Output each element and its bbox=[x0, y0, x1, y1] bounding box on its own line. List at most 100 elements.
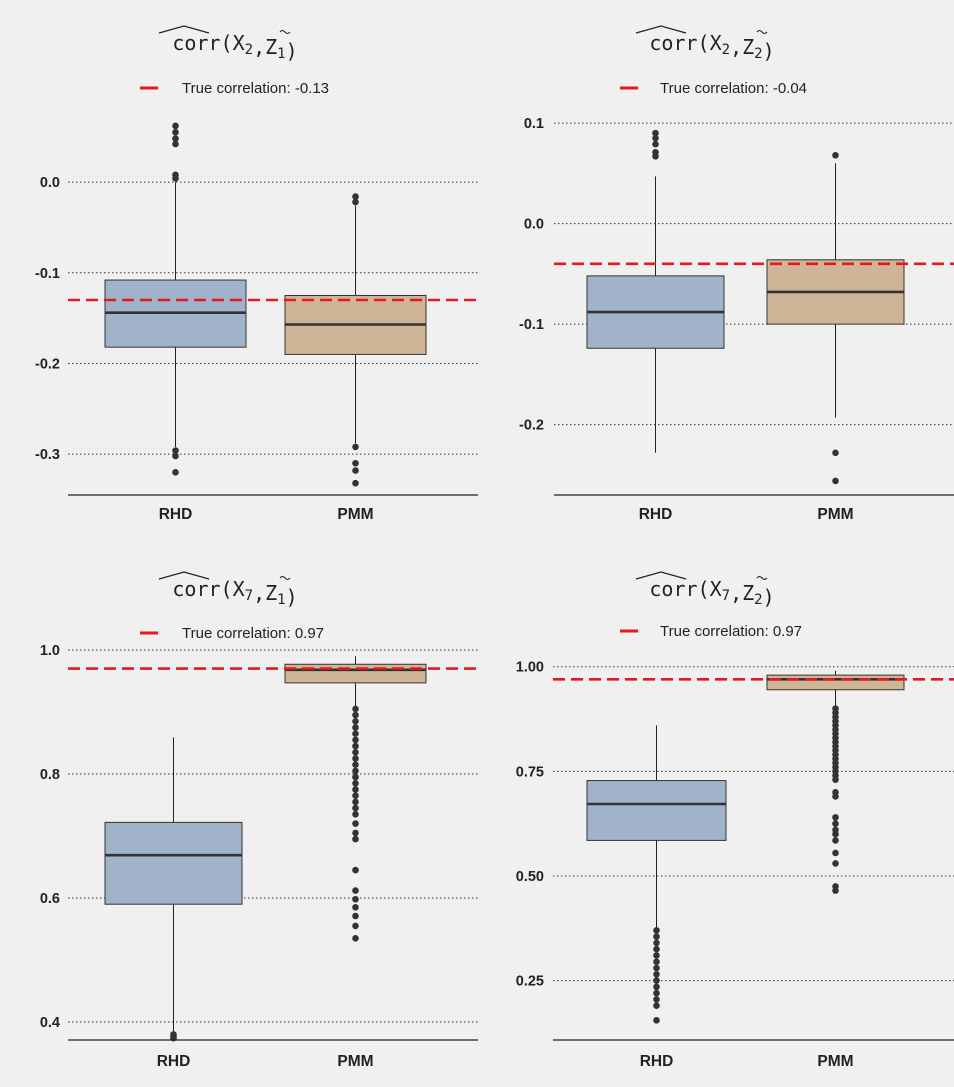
outlier-point bbox=[653, 945, 660, 953]
legend-label-true-correlation: True correlation: -0.04 bbox=[660, 80, 807, 97]
outlier-point bbox=[352, 724, 359, 731]
outlier-point bbox=[832, 837, 839, 844]
x-category-label: RHD bbox=[640, 1053, 674, 1070]
outlier-point bbox=[653, 927, 660, 934]
title-tilde-mark bbox=[279, 29, 291, 35]
legend-label-true-correlation: True correlation: 0.97 bbox=[660, 623, 802, 640]
outlier-point bbox=[653, 952, 660, 959]
outlier-point bbox=[352, 904, 359, 911]
panel-title: corr(X7,Z1) bbox=[172, 577, 297, 609]
outlier-point bbox=[832, 887, 839, 894]
y-tick-label: -0.2 bbox=[519, 418, 544, 434]
outlier-point bbox=[172, 122, 179, 130]
panel-x7-z1: corr(X7,Z1) True correlation: 0.97 1.0 0.8 0… bbox=[0, 540, 480, 1087]
outlier-point bbox=[352, 705, 359, 713]
outlier-point bbox=[652, 129, 659, 137]
outlier-point bbox=[352, 866, 359, 874]
outlier-point bbox=[352, 792, 359, 800]
panel-x2-z2: corr(X2,Z2) True correlation: -0.04 0.1 0.0… bbox=[480, 0, 954, 540]
outlier-point bbox=[653, 1017, 660, 1024]
outlier-point bbox=[832, 776, 839, 784]
y-tick-label: -0.2 bbox=[35, 356, 60, 372]
legend-label-true-correlation: True correlation: -0.13 bbox=[182, 80, 329, 97]
outlier-point bbox=[832, 449, 839, 457]
outlier-point bbox=[653, 1002, 660, 1009]
outlier-point bbox=[172, 469, 179, 476]
outlier-point bbox=[352, 755, 359, 762]
box-rhd bbox=[104, 737, 243, 1042]
outlier-point bbox=[352, 780, 359, 787]
outlier-point bbox=[352, 749, 359, 756]
y-tick-label: 0.25 bbox=[516, 974, 544, 990]
outlier-point bbox=[352, 935, 359, 942]
y-tick-label: 0.0 bbox=[524, 217, 544, 233]
outlier-point bbox=[653, 958, 660, 966]
outlier-point bbox=[352, 742, 359, 750]
x-category-label: PMM bbox=[337, 1053, 373, 1070]
y-tick-label: 0.6 bbox=[40, 891, 60, 907]
outlier-point bbox=[653, 971, 660, 978]
outlier-point bbox=[352, 922, 359, 930]
outlier-point bbox=[653, 996, 660, 1003]
box-pmm bbox=[284, 656, 427, 942]
title-hat-mark bbox=[158, 571, 210, 580]
outlier-point bbox=[653, 989, 660, 997]
outlier-point bbox=[352, 773, 359, 781]
outlier-point bbox=[352, 798, 359, 806]
outlier-point bbox=[352, 912, 359, 920]
outlier-point bbox=[653, 933, 660, 940]
y-tick-label: 0.0 bbox=[40, 175, 60, 191]
x-category-label: PMM bbox=[817, 506, 853, 523]
outlier-point bbox=[352, 835, 359, 843]
outlier-point bbox=[652, 140, 659, 148]
outlier-point bbox=[652, 152, 659, 160]
x-category-label: RHD bbox=[159, 506, 193, 523]
outlier-point bbox=[352, 198, 359, 206]
y-tick-label: 0.1 bbox=[524, 116, 544, 132]
outlier-point bbox=[172, 447, 179, 454]
x-category-label: RHD bbox=[157, 1053, 191, 1070]
box-iqr bbox=[284, 663, 427, 684]
panel-title: corr(X2,Z2) bbox=[649, 31, 774, 63]
chart-svg-x2-z2: corr(X2,Z2) True correlation: -0.04 0.1 0.0… bbox=[519, 25, 954, 523]
outlier-point bbox=[352, 718, 359, 725]
panel-title: corr(X2,Z1) bbox=[172, 31, 297, 63]
outlier-point bbox=[352, 736, 359, 744]
outlier-point bbox=[832, 860, 839, 867]
outlier-point bbox=[832, 793, 839, 800]
outlier-point bbox=[352, 895, 359, 903]
outlier-point bbox=[352, 730, 359, 738]
outlier-point bbox=[352, 479, 359, 487]
outlier-point bbox=[832, 814, 839, 821]
chart-svg-x7-z1: corr(X7,Z1) True correlation: 0.97 1.0 0.8 0… bbox=[40, 571, 478, 1070]
box-iqr bbox=[104, 821, 243, 905]
panel-title: corr(X7,Z2) bbox=[649, 577, 774, 609]
title-hat-mark bbox=[635, 571, 687, 580]
outlier-point bbox=[352, 459, 359, 467]
outlier-point bbox=[352, 786, 359, 793]
box-rhd bbox=[104, 122, 247, 476]
outlier-point bbox=[352, 711, 359, 719]
outlier-point bbox=[832, 820, 839, 827]
outlier-point bbox=[352, 443, 359, 451]
panel-x7-z2: corr(X7,Z2) True correlation: 0.97 1.00 0.7… bbox=[480, 540, 954, 1087]
title-hat-mark bbox=[158, 25, 210, 34]
outlier-point bbox=[832, 477, 839, 485]
outlier-point bbox=[832, 151, 839, 159]
y-tick-label: 0.8 bbox=[40, 767, 60, 783]
panel-x2-z1: corr(X2,Z1) True correlation: -0.13 0.0 -0.… bbox=[0, 0, 480, 540]
outlier-point bbox=[832, 830, 839, 838]
x-category-label: PMM bbox=[337, 506, 373, 523]
y-tick-label: 1.0 bbox=[40, 643, 60, 659]
outlier-point bbox=[172, 175, 179, 182]
outlier-point bbox=[172, 140, 179, 148]
chart-svg-x7-z2: corr(X7,Z2) True correlation: 0.97 1.00 0.7… bbox=[516, 571, 954, 1070]
y-tick-label: -0.1 bbox=[519, 317, 544, 333]
outlier-point bbox=[172, 135, 179, 142]
outlier-point bbox=[352, 804, 359, 812]
outlier-point bbox=[352, 820, 359, 827]
box-pmm bbox=[766, 670, 905, 894]
x-category-label: RHD bbox=[639, 506, 673, 523]
outlier-point bbox=[352, 811, 359, 818]
